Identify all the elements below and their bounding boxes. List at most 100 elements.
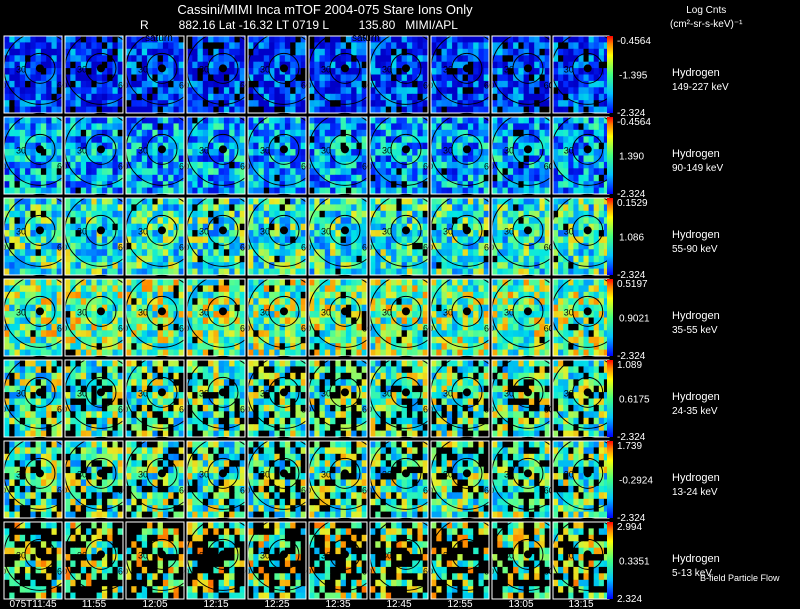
heatmap-cell bbox=[141, 129, 148, 137]
heatmap-cell bbox=[578, 168, 584, 176]
heatmap-cell bbox=[197, 255, 204, 263]
heatmap-cell bbox=[370, 181, 376, 188]
heatmap-cell bbox=[422, 87, 429, 95]
heatmap-cell bbox=[19, 129, 26, 137]
heatmap-cell bbox=[269, 285, 275, 293]
heatmap-cell bbox=[25, 123, 31, 131]
heatmap-cell bbox=[192, 68, 198, 75]
heatmap-cell bbox=[401, 48, 408, 56]
heatmap-cell bbox=[70, 129, 76, 137]
heatmap-cell bbox=[51, 93, 58, 101]
heatmap-cell bbox=[213, 249, 220, 257]
heatmap-cell bbox=[391, 149, 397, 156]
heatmap-cell bbox=[544, 100, 551, 107]
ring-30 bbox=[390, 52, 422, 84]
heatmap-cell bbox=[253, 181, 259, 188]
heatmap-cell bbox=[436, 174, 442, 182]
heatmap-cell bbox=[290, 285, 296, 293]
heatmap-cell bbox=[258, 317, 265, 325]
heatmap-cell bbox=[65, 236, 71, 244]
heatmap-cell bbox=[56, 87, 63, 95]
heatmap-cell bbox=[473, 61, 479, 69]
heatmap-cell bbox=[284, 129, 291, 137]
heatmap-cell bbox=[19, 181, 26, 188]
heatmap-cell bbox=[431, 36, 437, 43]
heatmap-cell bbox=[345, 187, 352, 195]
heatmap-cell bbox=[91, 106, 98, 114]
panel-border bbox=[3, 278, 63, 357]
heatmap-cell bbox=[330, 106, 336, 114]
heatmap-cell bbox=[578, 48, 584, 56]
heatmap-cell bbox=[380, 217, 387, 225]
heatmap-cell bbox=[558, 87, 564, 95]
heatmap-cell bbox=[345, 210, 352, 218]
heatmap-cell bbox=[588, 223, 595, 231]
heatmap-cell bbox=[96, 106, 103, 114]
heatmap-cell bbox=[269, 87, 275, 95]
heatmap-cell bbox=[528, 230, 535, 237]
panel-border bbox=[64, 116, 124, 195]
heatmap-cell bbox=[178, 236, 185, 244]
heatmap-cell bbox=[351, 123, 357, 131]
heatmap-cell bbox=[330, 349, 336, 357]
heatmap-cell bbox=[588, 68, 595, 75]
heatmap-cell bbox=[314, 142, 320, 150]
heatmap-cell bbox=[35, 242, 42, 250]
heatmap-cell bbox=[284, 349, 291, 357]
heatmap-cell bbox=[462, 42, 469, 50]
heatmap-cell bbox=[478, 100, 485, 107]
heatmap-cell bbox=[40, 74, 47, 82]
heatmap-cell bbox=[513, 48, 519, 56]
heatmap-cell bbox=[30, 55, 37, 63]
heatmap-cell bbox=[25, 174, 31, 182]
heatmap-cell bbox=[75, 136, 82, 144]
heatmap-cell bbox=[248, 174, 254, 182]
heatmap-cell bbox=[345, 100, 352, 107]
heatmap-cell bbox=[563, 149, 569, 156]
heatmap-cell bbox=[290, 149, 296, 156]
panel-border bbox=[125, 197, 185, 276]
heatmap-cell bbox=[513, 161, 519, 169]
heatmap-cell bbox=[467, 198, 474, 205]
heatmap-cell bbox=[70, 336, 76, 344]
heatmap-cell bbox=[478, 262, 485, 269]
heatmap-cell bbox=[518, 117, 525, 124]
heatmap-cell bbox=[573, 93, 579, 101]
heatmap-cell bbox=[70, 268, 76, 276]
heatmap-cell bbox=[290, 323, 296, 331]
heatmap-cell bbox=[223, 330, 230, 338]
heatmap-cell bbox=[473, 155, 479, 163]
heatmap-cell bbox=[202, 87, 209, 95]
heatmap-cell bbox=[178, 279, 185, 286]
heatmap-cell bbox=[284, 210, 291, 218]
heatmap-cell bbox=[147, 117, 153, 124]
heatmap-cell bbox=[65, 242, 71, 250]
heatmap-cell bbox=[112, 291, 119, 299]
heatmap-cell bbox=[345, 93, 352, 101]
heatmap-cell bbox=[396, 117, 403, 124]
heatmap-cell bbox=[168, 155, 174, 163]
heatmap-cell bbox=[391, 117, 397, 124]
heatmap-cell bbox=[126, 100, 132, 107]
heatmap-cell bbox=[162, 55, 169, 63]
heatmap-cell bbox=[528, 187, 535, 195]
heatmap-cell bbox=[300, 174, 307, 182]
heatmap-cell bbox=[147, 323, 153, 331]
heatmap-cell bbox=[25, 304, 31, 312]
heatmap-cell bbox=[324, 262, 331, 269]
heatmap-cell bbox=[101, 61, 108, 69]
heatmap-cell bbox=[218, 323, 225, 331]
heatmap-cell bbox=[187, 106, 193, 114]
heatmap-cell bbox=[70, 161, 76, 169]
heatmap-cell bbox=[70, 311, 76, 318]
heatmap-cell bbox=[300, 323, 307, 331]
heatmap-cell bbox=[168, 298, 174, 306]
heatmap-cell bbox=[107, 149, 113, 156]
heatmap-cell bbox=[192, 262, 198, 269]
heatmap-cell bbox=[578, 93, 584, 101]
heatmap-cell bbox=[568, 42, 574, 50]
heatmap-cell bbox=[417, 136, 424, 144]
heatmap-cell bbox=[157, 174, 164, 182]
heatmap-cell bbox=[319, 149, 326, 156]
heatmap-cell bbox=[274, 48, 281, 56]
